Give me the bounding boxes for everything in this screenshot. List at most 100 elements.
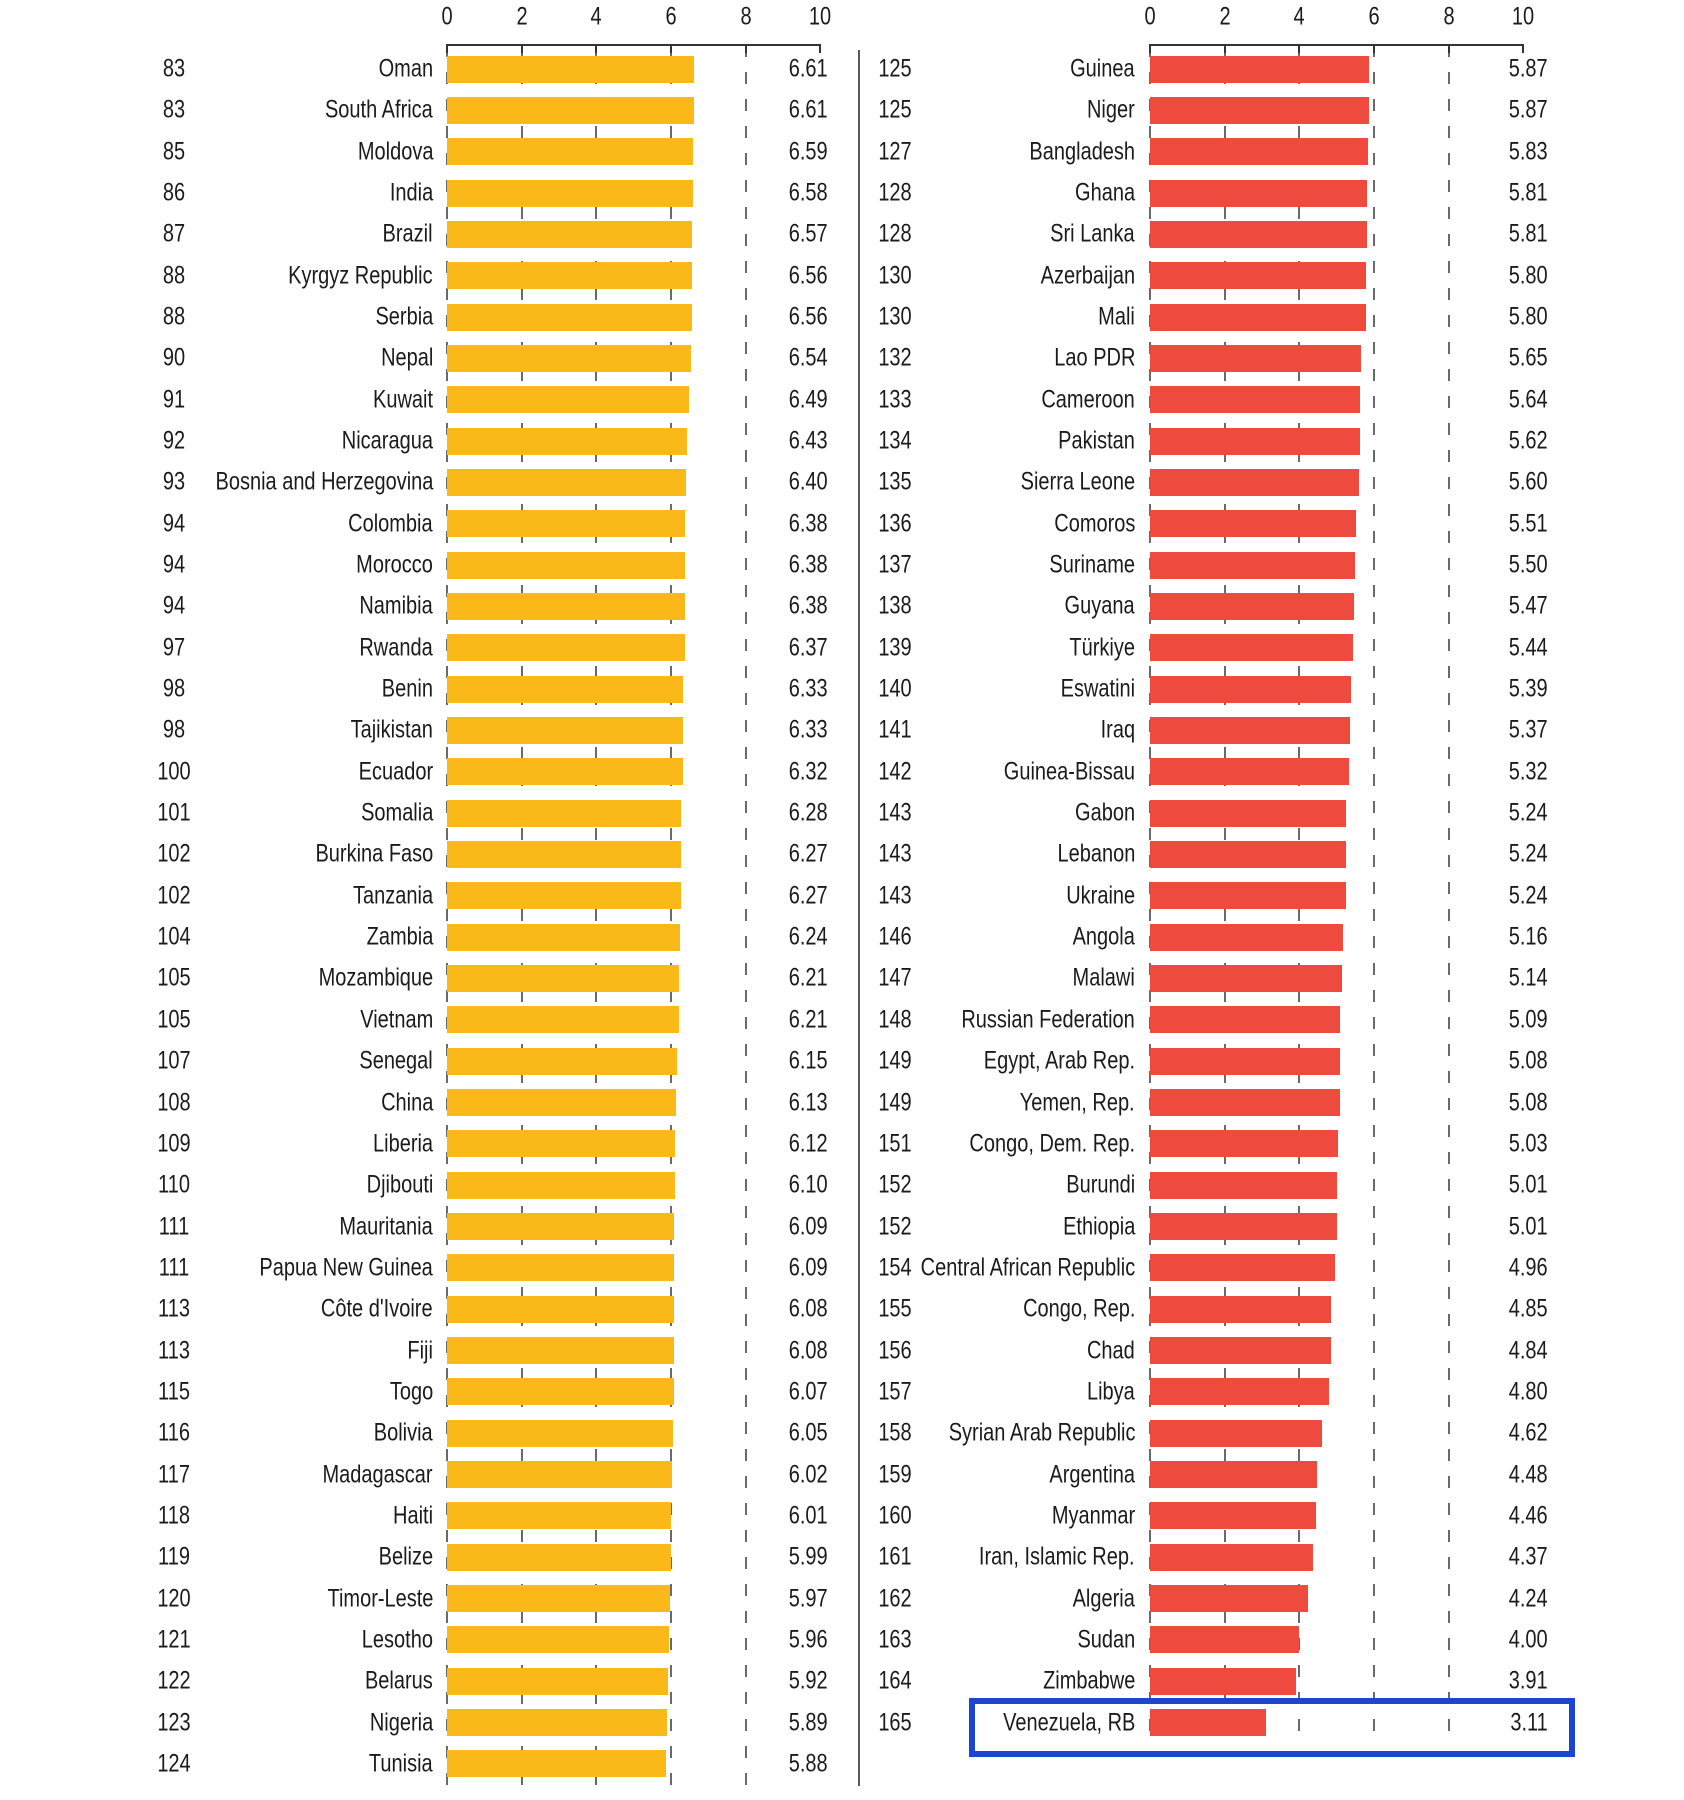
score-value: 6.01 bbox=[789, 1501, 828, 1530]
score-bar bbox=[447, 510, 686, 538]
country-label: Bolivia bbox=[374, 1418, 433, 1447]
rank-label: 94 bbox=[162, 509, 186, 538]
score-value: 5.64 bbox=[1509, 385, 1548, 414]
score-value: 4.80 bbox=[1509, 1377, 1548, 1406]
rank-label: 83 bbox=[162, 54, 186, 83]
rank-label: 134 bbox=[878, 426, 912, 455]
score-bar bbox=[447, 1419, 673, 1447]
score-bar bbox=[1150, 55, 1370, 83]
axis-tick-label: 8 bbox=[739, 2, 752, 31]
score-bar bbox=[447, 882, 681, 910]
rank-label: 147 bbox=[878, 963, 912, 992]
score-bar bbox=[447, 716, 684, 744]
score-bar bbox=[447, 96, 694, 124]
country-label: Mauritania bbox=[339, 1212, 433, 1241]
score-bar bbox=[447, 262, 692, 290]
rank-label: 130 bbox=[878, 261, 912, 290]
score-bar bbox=[1150, 1337, 1331, 1365]
country-label: Mali bbox=[1098, 302, 1135, 331]
score-bar bbox=[1150, 675, 1352, 703]
score-bar bbox=[1150, 1254, 1336, 1282]
rank-label: 121 bbox=[157, 1625, 191, 1654]
country-label: Nigeria bbox=[369, 1708, 433, 1737]
score-bar bbox=[1150, 1378, 1330, 1406]
gridline-8 bbox=[744, 45, 747, 1790]
score-value: 5.37 bbox=[1509, 715, 1548, 744]
score-bar bbox=[1150, 220, 1367, 248]
country-label: Burkina Faso bbox=[315, 839, 433, 868]
score-value: 5.89 bbox=[789, 1708, 828, 1737]
score-bar bbox=[1150, 386, 1361, 414]
country-label: Eswatini bbox=[1060, 674, 1135, 703]
score-bar bbox=[1150, 799, 1346, 827]
rank-label: 127 bbox=[878, 137, 912, 166]
rank-label: 107 bbox=[157, 1046, 191, 1075]
country-label: Lesotho bbox=[361, 1625, 433, 1654]
country-label: Yemen, Rep. bbox=[1020, 1088, 1135, 1116]
country-label: Pakistan bbox=[1058, 426, 1135, 455]
score-bar bbox=[1150, 1585, 1309, 1613]
score-value: 5.80 bbox=[1509, 261, 1548, 290]
score-value: 6.38 bbox=[789, 591, 828, 620]
score-bar bbox=[1150, 1502, 1317, 1530]
rank-label: 133 bbox=[878, 385, 912, 414]
score-value: 5.92 bbox=[789, 1666, 828, 1695]
country-label: Suriname bbox=[1049, 550, 1135, 579]
country-label: South Africa bbox=[325, 95, 433, 124]
score-value: 6.54 bbox=[789, 343, 828, 372]
score-bar bbox=[447, 592, 686, 620]
country-label: Sierra Leone bbox=[1020, 467, 1135, 496]
rank-label: 83 bbox=[162, 95, 186, 124]
rank-label: 125 bbox=[878, 95, 912, 124]
axis-tick bbox=[1522, 44, 1525, 53]
highlight-box bbox=[969, 1698, 1575, 1758]
country-label: Morocco bbox=[356, 550, 433, 579]
score-value: 6.27 bbox=[789, 881, 828, 910]
score-bar bbox=[1150, 1543, 1314, 1571]
score-bar bbox=[1150, 1461, 1318, 1489]
rank-label: 149 bbox=[878, 1088, 912, 1116]
score-bar bbox=[1150, 1006, 1340, 1034]
score-value: 4.96 bbox=[1509, 1253, 1548, 1282]
rank-label: 108 bbox=[157, 1088, 191, 1116]
country-label: Djibouti bbox=[366, 1170, 433, 1199]
score-value: 5.01 bbox=[1509, 1170, 1548, 1199]
score-value: 6.28 bbox=[789, 798, 828, 827]
score-bar bbox=[447, 1047, 677, 1075]
score-bar bbox=[1150, 882, 1346, 910]
rank-label: 105 bbox=[157, 1005, 191, 1034]
score-value: 6.09 bbox=[789, 1253, 828, 1282]
country-label: Madagascar bbox=[322, 1460, 433, 1489]
score-bar bbox=[447, 1254, 675, 1282]
score-bar bbox=[1150, 1626, 1300, 1654]
score-value: 5.16 bbox=[1509, 922, 1548, 951]
score-bar bbox=[447, 386, 690, 414]
country-label: Haiti bbox=[392, 1501, 433, 1530]
score-value: 6.13 bbox=[789, 1088, 828, 1116]
score-value: 3.11 bbox=[1510, 1708, 1548, 1737]
score-bar bbox=[1150, 551, 1356, 579]
country-label: Sri Lanka bbox=[1050, 219, 1136, 248]
score-value: 4.48 bbox=[1509, 1460, 1548, 1489]
rank-label: 161 bbox=[878, 1542, 912, 1571]
country-label: Congo, Dem. Rep. bbox=[969, 1129, 1135, 1158]
country-label: Ethiopia bbox=[1062, 1212, 1135, 1241]
rank-label: 117 bbox=[158, 1460, 190, 1489]
score-value: 5.99 bbox=[789, 1542, 828, 1571]
score-bar bbox=[1150, 1667, 1296, 1695]
rank-label: 128 bbox=[878, 219, 912, 248]
score-value: 3.91 bbox=[1509, 1666, 1548, 1695]
rank-label: 116 bbox=[158, 1418, 190, 1447]
score-value: 6.33 bbox=[789, 674, 828, 703]
axis-tick bbox=[669, 44, 672, 53]
score-value: 6.40 bbox=[789, 467, 828, 496]
rank-label: 115 bbox=[158, 1377, 190, 1406]
score-bar bbox=[1150, 179, 1367, 207]
rank-label: 160 bbox=[878, 1501, 912, 1530]
score-value: 6.33 bbox=[789, 715, 828, 744]
country-label: Ghana bbox=[1074, 178, 1135, 207]
gridline-6 bbox=[1372, 45, 1375, 1745]
country-label: Ukraine bbox=[1066, 881, 1135, 910]
rank-label: 139 bbox=[878, 633, 912, 662]
score-bar bbox=[447, 344, 692, 372]
